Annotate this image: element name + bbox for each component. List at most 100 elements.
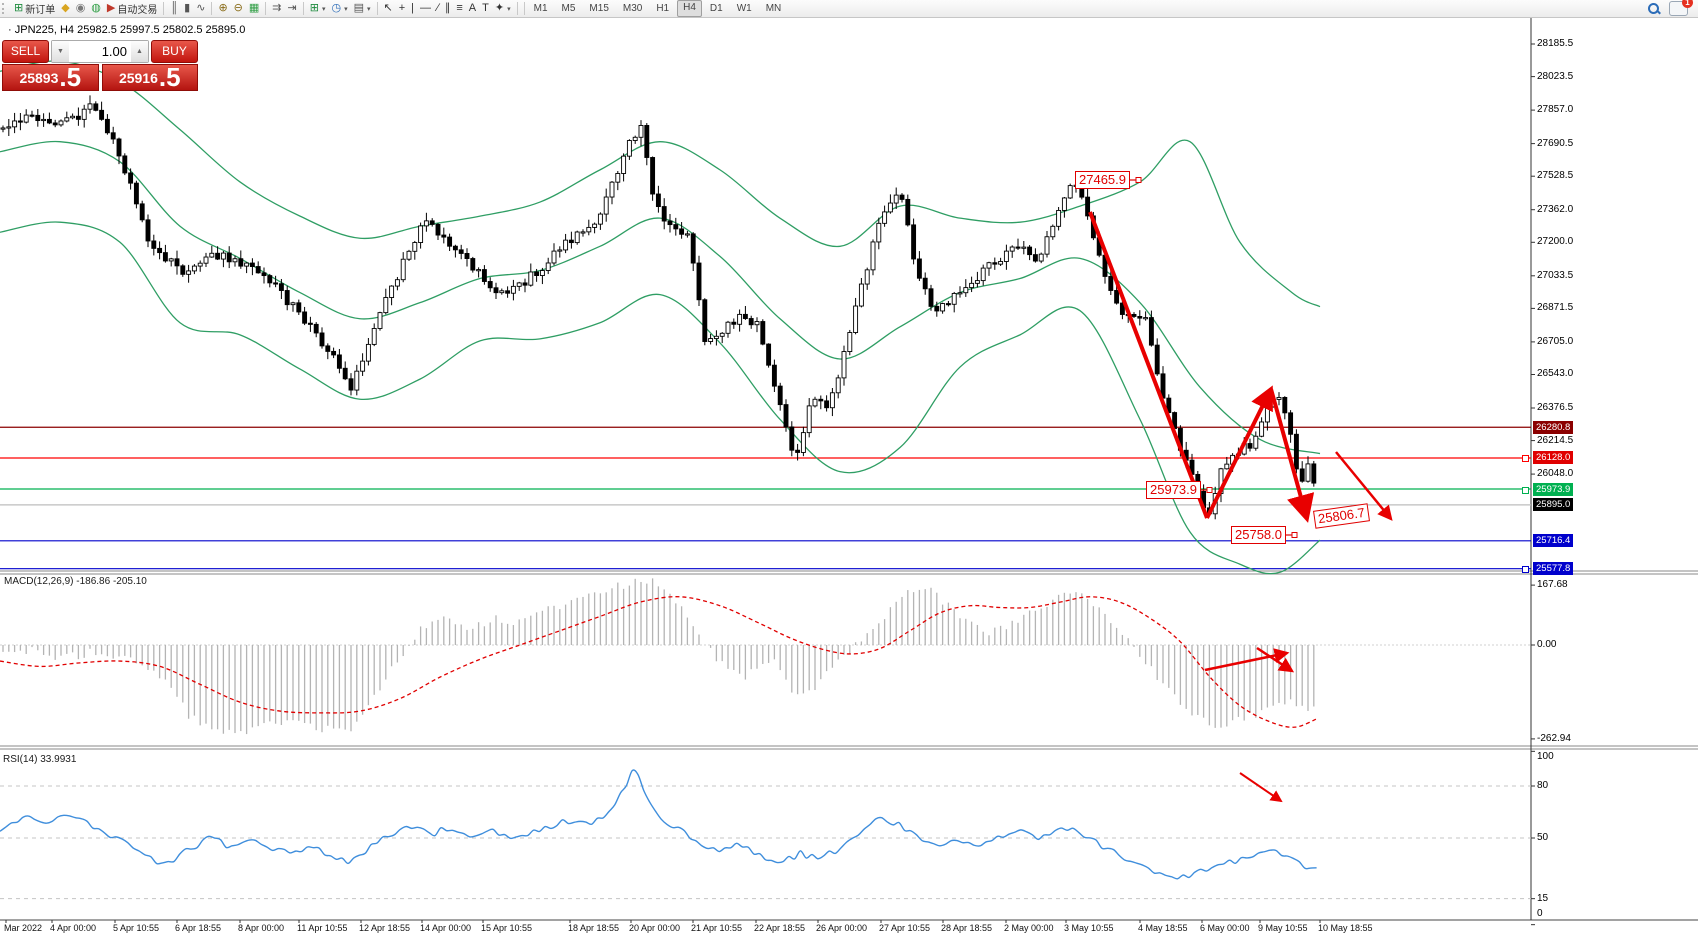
periods-icon[interactable]: ◷ ▾ (328, 1, 350, 16)
price-tick-28185.5: 28185.5 (1537, 38, 1574, 49)
buy-price-tile[interactable]: 25916 .5 (101, 62, 198, 92)
macd-arrow-1[interactable] (1256, 646, 1295, 673)
price-callout-27465.9[interactable]: 27465.9 (1075, 171, 1130, 189)
price-badge-25895: 25895.0 (1533, 498, 1574, 512)
arrows-tool-icon-caret[interactable]: ▾ (507, 5, 511, 13)
horizontal-line-icon[interactable]: — (417, 1, 434, 16)
timeframe-mn[interactable]: MN (765, 3, 782, 14)
templates-icon: ▤ (353, 2, 364, 14)
sell-price-fraction: .5 (59, 62, 82, 92)
chat-icon[interactable]: 1 (1669, 0, 1693, 16)
time-label: 6 May 00:00 (1200, 923, 1250, 933)
toolbar-separator (163, 2, 165, 15)
buy-button[interactable]: BUY (151, 40, 198, 63)
rsi-tick-80: 80 (1537, 780, 1549, 791)
macd-tick--262.94: -262.94 (1537, 732, 1571, 744)
time-label: 5 Apr 10:55 (113, 923, 160, 933)
trend-arrow-0[interactable] (1088, 211, 1209, 519)
price-badge-26280.8: 26280.8 (1533, 420, 1574, 434)
zoom-in-icon[interactable]: ⊕ (215, 1, 230, 16)
candlestick-icon[interactable]: ▮ (181, 1, 193, 16)
vertical-line-icon[interactable]: | (408, 1, 417, 16)
crosshair-icon: + (398, 2, 406, 14)
profile-icon[interactable]: ◉ (73, 1, 89, 16)
eraser-icon[interactable]: ◆ (58, 1, 72, 16)
sell-price-tile[interactable]: 25893 .5 (2, 64, 99, 91)
symbol-marker: · (8, 24, 12, 36)
time-label: 12 Apr 18:55 (359, 923, 411, 933)
trend-arrow-2[interactable] (1269, 388, 1315, 523)
price-tick-26543: 26543.0 (1537, 368, 1574, 380)
trend-arrow-1[interactable] (1205, 385, 1273, 519)
new-order-button[interactable]: ⊞ 新订单 (11, 1, 58, 16)
arrows-tool-icon[interactable]: ✦ ▾ (492, 1, 514, 16)
timeframe-d1[interactable]: D1 (709, 3, 723, 14)
chart-shift-icon[interactable]: ⇥ (285, 1, 300, 16)
timeframe-w1[interactable]: W1 (736, 3, 752, 14)
line-marker[interactable] (1522, 455, 1529, 463)
macd-signal-line (0, 596, 1319, 728)
volume-input[interactable]: 1.00 (69, 41, 131, 62)
time-label: Mar 2022 (4, 923, 43, 933)
timeframe-m1[interactable]: M1 (533, 3, 548, 14)
auto-trading-button[interactable]: ▶ 自动交易 (104, 1, 160, 16)
tile-windows-icon[interactable]: ▦ (246, 1, 262, 16)
sell-button[interactable]: SELL (2, 40, 49, 63)
price-badge-26128: 26128.0 (1533, 451, 1574, 465)
rsi-arrow-0[interactable] (1239, 772, 1283, 803)
buy-price-fraction: .5 (158, 62, 181, 92)
signal-icon[interactable]: ◍ (88, 1, 104, 16)
rsi-label: RSI(14) 33.9931 (3, 754, 77, 765)
auto-scroll-icon[interactable]: ⇉ (269, 1, 284, 16)
toolbar-separator (302, 2, 304, 15)
price-callout-25758.0[interactable]: 25758.0 (1231, 526, 1286, 544)
macd-histogram (2, 578, 1315, 735)
macd-arrow-0[interactable] (1204, 648, 1290, 672)
profile-icon: ◉ (75, 2, 86, 14)
price-badge-25973.9: 25973.9 (1533, 482, 1574, 496)
timeframe-h4[interactable]: H4 (677, 0, 702, 17)
toolbar-separator (376, 2, 378, 15)
price-callout-25973.9[interactable]: 25973.9 (1146, 481, 1201, 499)
cursor-icon[interactable]: ↖ (381, 1, 396, 16)
price-tick-27033.5: 27033.5 (1537, 269, 1574, 281)
volume-decrease-button[interactable]: ▼ (52, 41, 69, 62)
one-click-trading-panel: SELL ▼ 1.00 ▲ BUY 25893 .5 25916 .5 (2, 40, 198, 91)
line-marker[interactable] (1522, 566, 1529, 574)
fibonacci-icon[interactable]: ≡ (453, 1, 465, 16)
bar-chart-icon[interactable]: ║ (167, 1, 181, 16)
rsi-tick-15: 15 (1537, 892, 1549, 904)
add-indicator-icon-caret[interactable]: ▾ (321, 5, 326, 13)
search-icon[interactable] (1647, 2, 1661, 16)
time-label: 6 Apr 18:55 (175, 923, 222, 933)
auto-scroll-icon: ⇉ (272, 2, 282, 14)
time-label: 8 Apr 00:00 (238, 923, 285, 933)
trendline-icon[interactable]: ∕ (434, 1, 442, 16)
text-icon[interactable]: A (466, 1, 479, 16)
crosshair-icon[interactable]: + (396, 1, 408, 16)
label-icon[interactable]: T (479, 1, 492, 16)
channel-icon[interactable]: ∥ (442, 1, 454, 16)
line-chart-icon[interactable]: ∿ (193, 1, 208, 16)
timeframe-h1[interactable]: H1 (656, 3, 670, 14)
timeframe-toolbar: M1 M5 M15 M30 H1 H4 D1 W1 MN (528, 0, 788, 17)
price-tick-27690.5: 27690.5 (1537, 137, 1574, 149)
trend-arrow-3[interactable] (1335, 451, 1393, 521)
signal-icon: ◍ (91, 2, 101, 14)
line-marker[interactable] (1522, 486, 1529, 494)
timeframe-m30[interactable]: M30 (622, 3, 643, 14)
periods-icon-caret[interactable]: ▾ (344, 5, 348, 13)
zoom-out-icon[interactable]: ⊖ (231, 1, 246, 16)
templates-icon[interactable]: ▤ ▾ (351, 1, 374, 16)
arrows-tool-icon: ✦ (494, 2, 505, 14)
timeframe-m5[interactable]: M5 (561, 3, 576, 14)
add-indicator-icon[interactable]: ⊞ ▾ (307, 1, 329, 16)
timeframe-m15[interactable]: M15 (589, 3, 609, 14)
vertical-line-icon: | (411, 2, 415, 14)
volume-increase-button[interactable]: ▲ (131, 41, 148, 62)
templates-icon-caret[interactable]: ▾ (367, 5, 371, 13)
main-toolbar: ⊞ 新订单 ◆ ◉ ◍ ▶ 自动交易 ║ ▮ ∿ ⊕ ⊖ ▦ ⇉ ⇥ ⊞ ▾ ◷ ▾ ▤ ▾ ↖ + | — ∕ ∥ ≡ A T ✦ ▾ M1… (0, 0, 1698, 18)
toolbar-separator (211, 2, 213, 15)
cursor-icon: ↖ (383, 2, 393, 14)
toolbar-separator (516, 2, 518, 15)
